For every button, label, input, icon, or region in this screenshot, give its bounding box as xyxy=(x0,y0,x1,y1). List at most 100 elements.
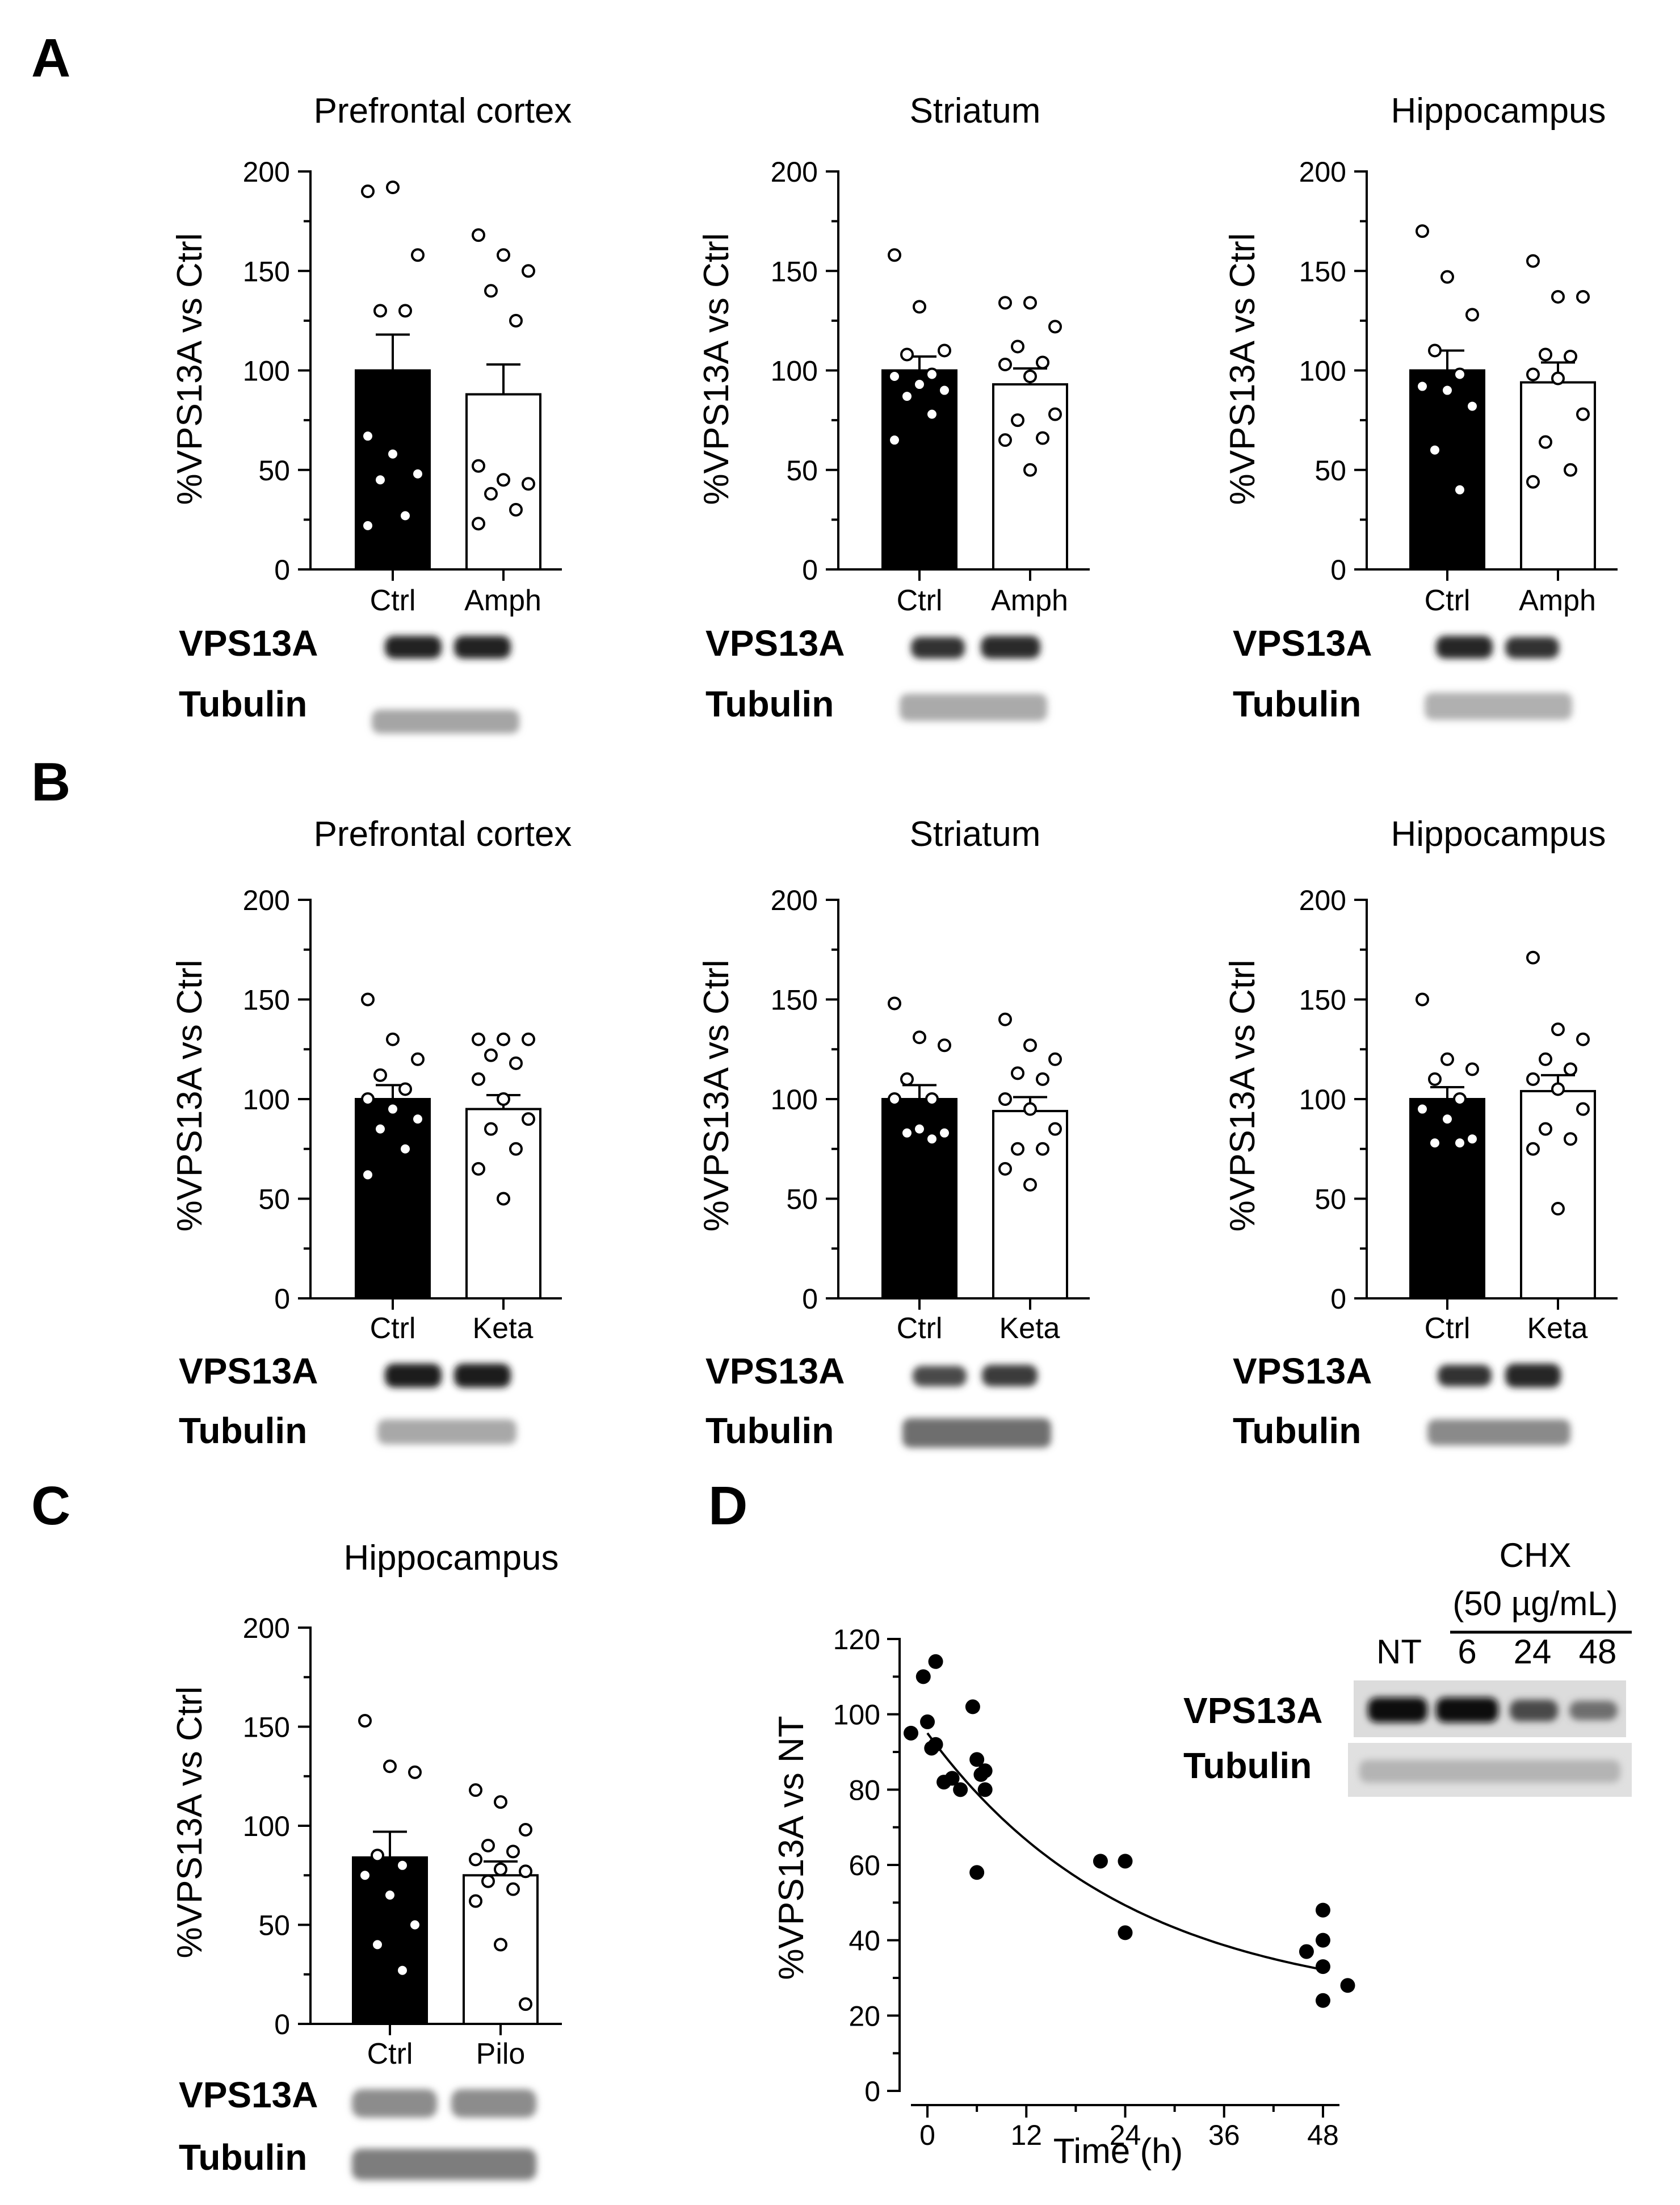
y-axis-label: %VPS13A vs Ctrl xyxy=(170,233,209,505)
data-point xyxy=(472,1032,485,1046)
data-point xyxy=(900,347,914,362)
chart-title: Prefrontal cortex xyxy=(314,91,572,131)
data-point xyxy=(494,1862,507,1876)
blot-band-tubulin xyxy=(1359,1760,1620,1783)
data-point xyxy=(938,1126,951,1140)
data-point xyxy=(373,473,387,487)
data-point xyxy=(361,518,375,533)
y-axis-label: %VPS13A vs NT xyxy=(772,1716,811,1980)
data-point xyxy=(386,447,400,461)
x-tick-label-ctrl: Ctrl xyxy=(897,1312,943,1345)
data-point xyxy=(1023,1102,1037,1116)
chart-b-prefrontal-cortex: Prefrontal cortex %VPS13A vs Ctrl Ctrl K… xyxy=(170,815,572,1345)
data-point xyxy=(1011,339,1024,354)
blot-band-tubulin xyxy=(902,1418,1051,1448)
data-point xyxy=(969,1752,985,1767)
data-point xyxy=(1011,413,1024,427)
data-point xyxy=(519,1822,532,1837)
chart-c-hippocampus: Hippocampus %VPS13A vs Ctrl Ctrl Pilo 0 5… xyxy=(170,1539,562,2070)
data-point xyxy=(965,1699,980,1714)
blot-label-tubulin: Tubulin xyxy=(1183,1745,1312,1786)
data-point xyxy=(1440,270,1454,284)
blot-label-tubulin: Tubulin xyxy=(1233,1410,1361,1451)
y-tick-label: 150 xyxy=(1299,984,1346,1016)
blot-band-vps13a-treatment xyxy=(1505,1364,1561,1387)
data-point xyxy=(484,284,498,298)
data-point xyxy=(925,407,939,421)
chart-d-chx-time-course: %VPS13A vs NT Time (h) 0 20 40 60 80 100 120 0 1… xyxy=(772,1624,1355,2171)
data-point xyxy=(1564,349,1577,363)
chart-title: Striatum xyxy=(910,815,1041,854)
bar-keta xyxy=(1520,1089,1596,1299)
data-point xyxy=(509,313,523,328)
data-point xyxy=(1453,1136,1467,1150)
chart-title: Prefrontal cortex xyxy=(314,815,572,854)
data-point xyxy=(969,1865,985,1880)
data-point xyxy=(1526,367,1540,382)
data-point xyxy=(373,304,387,318)
data-point xyxy=(522,1112,535,1126)
data-point xyxy=(1576,290,1590,304)
data-point xyxy=(1465,1062,1479,1076)
data-point xyxy=(481,1838,495,1852)
y-tick-label: 200 xyxy=(243,156,290,188)
data-point xyxy=(938,1038,951,1053)
data-point xyxy=(1564,463,1577,477)
data-point xyxy=(1023,370,1037,384)
data-point xyxy=(1299,1944,1314,1959)
data-point xyxy=(1428,443,1442,457)
x-tick-label-treatment: Amph xyxy=(1519,584,1596,617)
y-tick-label: 0 xyxy=(802,1283,818,1315)
data-point xyxy=(1036,431,1049,445)
data-point xyxy=(383,1888,397,1902)
y-axis-label: %VPS13A vs Ctrl xyxy=(170,960,209,1232)
blot-a-prefrontal-cortex: VPS13A Tubulin xyxy=(179,623,519,733)
data-point xyxy=(998,433,1012,447)
blot-band-tubulin xyxy=(900,694,1047,721)
data-point xyxy=(1440,1052,1454,1066)
data-point xyxy=(1564,1062,1577,1076)
data-point xyxy=(1011,1066,1024,1080)
data-point xyxy=(900,389,914,404)
x-tick-label-ctrl: Ctrl xyxy=(1425,1312,1471,1345)
blot-band-vps13a-ctrl xyxy=(1438,1365,1492,1386)
blot-band-vps13a-ctrl xyxy=(913,1366,967,1386)
data-point xyxy=(1551,1202,1565,1216)
y-tick-label: 200 xyxy=(1299,156,1346,188)
blot-band-tubulin xyxy=(377,1419,516,1444)
y-tick-label: 0 xyxy=(274,2009,290,2040)
data-point xyxy=(469,1852,482,1867)
x-tick-label: 24 xyxy=(1110,2119,1141,2151)
data-point xyxy=(1023,296,1037,310)
data-point xyxy=(1539,1122,1552,1136)
bar-keta xyxy=(992,1110,1068,1300)
data-point xyxy=(953,1782,968,1797)
blot-group-label-chx: CHX xyxy=(1500,1536,1572,1574)
data-point xyxy=(925,1092,939,1106)
data-point xyxy=(472,1162,485,1176)
data-point xyxy=(398,1082,412,1096)
data-point xyxy=(386,1032,400,1046)
blot-band-vps13a-ctrl xyxy=(911,637,965,659)
data-point xyxy=(925,1132,939,1146)
blot-label-vps13a: VPS13A xyxy=(1233,1351,1372,1391)
blot-dose-label: (50 µg/mL) xyxy=(1452,1584,1618,1623)
data-point xyxy=(484,1048,498,1062)
data-point xyxy=(481,1874,495,1888)
blot-lane-label-24: 24 xyxy=(1514,1633,1552,1671)
data-point xyxy=(494,1795,507,1809)
data-point xyxy=(1048,1052,1062,1066)
blot-band-vps13a-nt xyxy=(1368,1697,1427,1722)
data-point xyxy=(522,1032,535,1046)
data-point xyxy=(900,1126,914,1140)
data-point xyxy=(913,300,926,314)
y-axis-label: %VPS13A vs Ctrl xyxy=(1223,960,1262,1232)
data-point xyxy=(1023,1038,1037,1053)
data-point xyxy=(1440,383,1454,397)
data-point xyxy=(383,1759,397,1774)
data-point xyxy=(913,1030,926,1045)
data-point xyxy=(411,1052,425,1066)
x-tick-label: 36 xyxy=(1208,2119,1240,2151)
blot-band-vps13a-treatment xyxy=(982,1365,1038,1386)
y-tick-label: 150 xyxy=(771,255,818,287)
